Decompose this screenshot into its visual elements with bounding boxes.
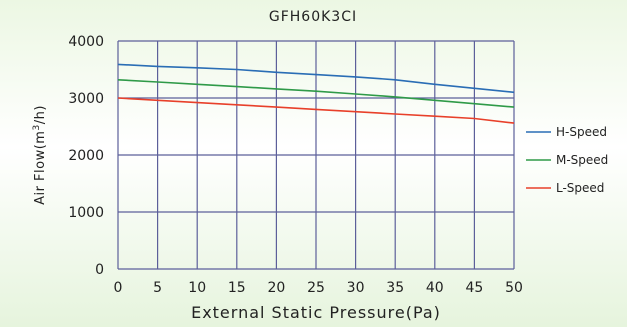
series-line-m-speed [117, 79, 515, 108]
x-tick-label-9: 45 [465, 280, 483, 296]
legend: H-Speed M-Speed L-Speed [526, 125, 608, 195]
series-line-h-speed [117, 63, 515, 94]
legend-label-m-speed: M-Speed [556, 153, 608, 167]
y-tick-labels: 0 1000 2000 3000 4000 [68, 34, 104, 278]
y-tick-label-0: 0 [95, 262, 104, 278]
y-axis-label-prefix: Air Flow(m [33, 131, 48, 205]
x-tick-label-7: 35 [386, 280, 404, 296]
x-axis-label: External Static Pressure(Pa) [191, 303, 441, 322]
y-tick-label-4: 4000 [68, 34, 104, 50]
y-axis-label: Air Flow(m3/h) [32, 105, 48, 205]
legend-label-h-speed: H-Speed [556, 125, 607, 139]
x-tick-label-1: 5 [153, 280, 162, 296]
x-tick-label-10: 50 [505, 280, 523, 296]
y-tick-label-3: 3000 [68, 91, 104, 107]
x-tick-label-3: 15 [228, 280, 246, 296]
x-tick-labels: 0 5 10 15 20 25 30 35 40 45 50 [114, 280, 523, 296]
x-tick-label-0: 0 [114, 280, 123, 296]
x-tick-label-2: 10 [188, 280, 206, 296]
series-lines [117, 63, 515, 124]
x-tick-label-8: 40 [426, 280, 444, 296]
y-tick-label-1: 1000 [68, 205, 104, 221]
chart-title: GFH60K3CI [269, 9, 357, 25]
x-tick-label-6: 30 [347, 280, 365, 296]
legend-label-l-speed: L-Speed [556, 181, 604, 195]
y-tick-label-2: 2000 [68, 148, 104, 164]
series-line-l-speed [117, 97, 515, 124]
y-axis-label-suffix: /h) [33, 105, 48, 124]
x-tick-label-5: 25 [307, 280, 325, 296]
x-tick-label-4: 20 [267, 280, 285, 296]
y-axis-label-superscript: 3 [32, 124, 42, 130]
